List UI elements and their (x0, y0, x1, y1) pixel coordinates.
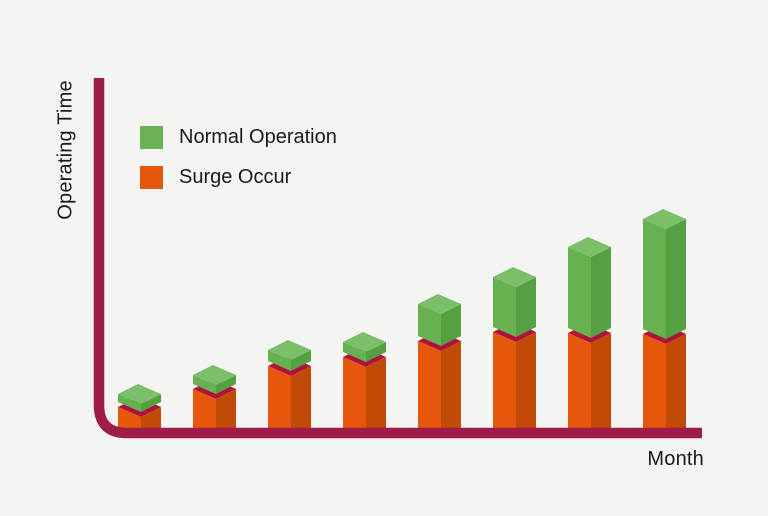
surge-front-face (643, 334, 666, 433)
legend-swatch-normal-operation-icon (140, 126, 163, 149)
surge-front-face (118, 407, 141, 433)
surge-front-face (418, 341, 441, 433)
normal-front-face (118, 394, 141, 412)
normal-top-face (343, 332, 386, 352)
bars-group (118, 209, 686, 433)
normal-top-face (268, 340, 311, 360)
surge-side-face (366, 357, 386, 433)
bar-month-3 (268, 340, 311, 433)
y-axis-label: Operating Time (54, 80, 77, 220)
normal-front-face (643, 219, 666, 339)
legend: Normal Operation Surge Occur (140, 126, 337, 189)
bar-month-2 (193, 365, 236, 433)
surge-front-face (193, 389, 216, 433)
surge-side-face (591, 333, 611, 433)
normal-top-face (418, 294, 461, 314)
normal-front-face (343, 342, 366, 362)
bar-month-4 (343, 332, 386, 433)
normal-front-face (268, 350, 291, 371)
normal-side-face (666, 219, 686, 339)
surge-front-face (568, 333, 591, 433)
x-axis-label: Month (647, 448, 704, 470)
normal-top-face (643, 209, 686, 229)
surge-front-face (343, 357, 366, 433)
normal-side-face (516, 277, 536, 337)
normal-top-face (568, 237, 611, 257)
normal-side-face (291, 350, 311, 371)
bar-month-5 (418, 294, 461, 433)
normal-front-face (193, 375, 216, 394)
bar-month-7 (568, 237, 611, 433)
surge-side-face (441, 341, 461, 433)
surge-front-face (268, 366, 291, 433)
surge-side-face (516, 332, 536, 433)
normal-side-face (441, 304, 461, 346)
normal-side-face (366, 342, 386, 362)
surge-side-face (291, 366, 311, 433)
legend-label-normal-operation: Normal Operation (179, 126, 337, 148)
surge-side-face (141, 407, 161, 433)
surge-side-face (216, 389, 236, 433)
normal-side-face (141, 394, 161, 412)
legend-label-surge-occur: Surge Occur (179, 166, 292, 188)
axis-line (93, 78, 702, 439)
normal-top-face (493, 267, 536, 287)
bar-month-6 (493, 267, 536, 433)
surge-front-face (493, 332, 516, 433)
surge-side-face (666, 334, 686, 433)
normal-top-face (118, 384, 161, 404)
normal-front-face (418, 304, 441, 346)
normal-front-face (568, 247, 591, 338)
normal-side-face (591, 247, 611, 338)
normal-top-face (193, 365, 236, 385)
legend-swatch-surge-occur-icon (140, 166, 163, 189)
legend-item-normal-operation: Normal Operation (140, 126, 337, 149)
legend-item-surge-occur: Surge Occur (140, 166, 337, 189)
normal-side-face (216, 375, 236, 394)
bar-month-1 (118, 384, 161, 433)
normal-front-face (493, 277, 516, 337)
bar-month-8 (643, 209, 686, 433)
